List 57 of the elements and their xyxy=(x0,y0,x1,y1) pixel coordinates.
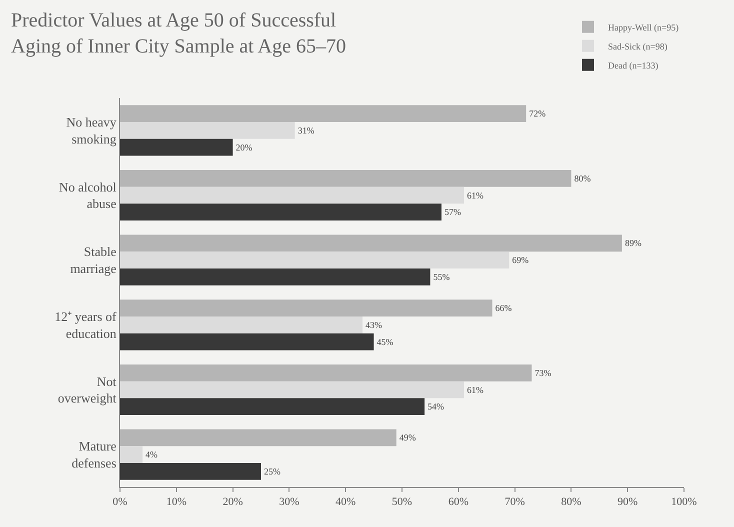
bar xyxy=(120,300,492,316)
y-tick-label: Stable marriage xyxy=(70,244,117,276)
bar xyxy=(120,204,442,221)
x-tick-label: 20% xyxy=(222,496,243,508)
x-tick-label: 90% xyxy=(618,496,638,508)
bar xyxy=(120,364,532,382)
data-label: 61% xyxy=(467,384,484,395)
y-tick-label: 12⁺ years of education xyxy=(54,309,118,341)
x-tick-label: 0% xyxy=(112,496,128,508)
data-label: 72% xyxy=(529,108,546,119)
bar xyxy=(120,446,143,464)
bar xyxy=(120,398,425,416)
bar xyxy=(120,333,374,350)
x-tick-label: 70% xyxy=(504,496,525,508)
data-label: 25% xyxy=(264,466,281,476)
x-tick-label: 10% xyxy=(166,496,186,508)
bar xyxy=(120,234,622,252)
legend-label: Sad-Sick (n=98) xyxy=(608,41,668,52)
chart-title: Predictor Values at Age 50 of Successful Aging of Inner City Sample at Age 65–70 xyxy=(11,9,346,58)
bar xyxy=(120,316,363,334)
bar xyxy=(120,138,233,156)
data-label: 20% xyxy=(236,142,253,152)
y-tick-label: Not overweight xyxy=(58,374,117,406)
bar xyxy=(120,252,510,269)
y-tick-label: No heavy smoking xyxy=(66,114,117,146)
data-label: 61% xyxy=(467,190,484,200)
data-label: 4% xyxy=(146,450,158,460)
bar xyxy=(120,122,295,139)
legend-label: Happy-Well (n=95) xyxy=(608,22,679,32)
bar xyxy=(120,381,464,398)
data-label: 66% xyxy=(495,303,512,314)
y-tick-label: No alcohol abuse xyxy=(58,179,117,212)
y-tick-label: Mature defenses xyxy=(72,438,117,471)
data-label: 57% xyxy=(444,207,462,218)
x-tick-label: 60% xyxy=(448,496,468,508)
data-label: 45% xyxy=(376,336,394,347)
bar xyxy=(120,268,430,286)
x-tick-label: 30% xyxy=(279,496,300,508)
data-label: 80% xyxy=(574,173,592,184)
data-label: 55% xyxy=(433,272,450,282)
bar xyxy=(120,105,526,122)
legend-label: Dead (n=133) xyxy=(608,60,658,70)
data-label: 49% xyxy=(399,432,416,443)
data-label: 31% xyxy=(298,125,315,136)
bar xyxy=(120,463,261,480)
x-tick-label: 50% xyxy=(392,496,412,508)
bar xyxy=(120,429,396,446)
x-tick-label: 40% xyxy=(336,496,356,508)
data-label: 89% xyxy=(624,238,642,248)
data-label: 69% xyxy=(512,255,530,266)
bar xyxy=(120,186,464,204)
data-label: 43% xyxy=(366,320,383,330)
x-tick-label: 100% xyxy=(671,496,697,508)
x-tick-label: 80% xyxy=(561,496,582,508)
data-label: 73% xyxy=(534,368,552,378)
data-label: 54% xyxy=(428,402,445,412)
bar xyxy=(120,170,572,187)
